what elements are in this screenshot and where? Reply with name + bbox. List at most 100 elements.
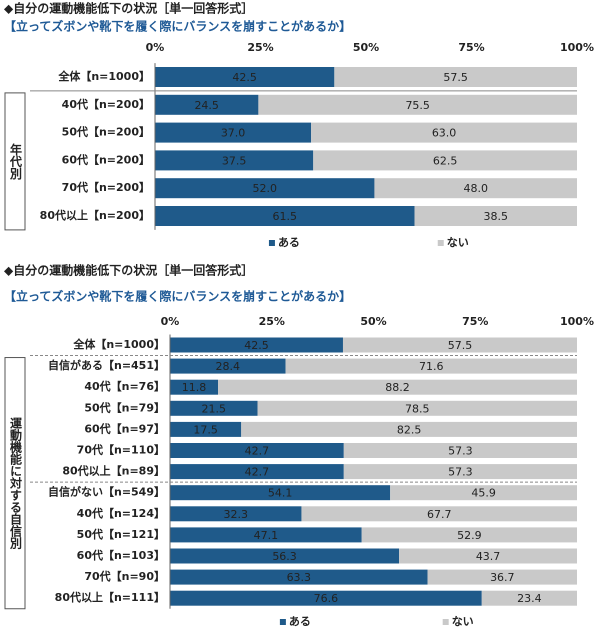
- data-label: 71.6: [419, 360, 444, 373]
- bar-segment: [155, 67, 335, 87]
- legend-label: ある: [278, 236, 300, 249]
- data-label: 42.5: [232, 71, 257, 84]
- x-tick-label: 75%: [462, 315, 488, 328]
- data-label: 88.2: [385, 381, 410, 394]
- bar-segment: [257, 400, 577, 416]
- data-label: 62.5: [433, 154, 458, 167]
- data-label: 57.3: [448, 466, 473, 479]
- category-label: 全体【n=1000】: [57, 69, 150, 83]
- bar-segment: [155, 150, 314, 171]
- category-label: 全体【n=1000】: [72, 337, 165, 351]
- bar-segment: [343, 464, 577, 480]
- legend-swatch: [268, 240, 275, 246]
- legend-label: ない: [452, 615, 474, 628]
- bar-segment: [241, 421, 577, 437]
- bar-segment: [170, 421, 242, 437]
- category-label: 80代以上【n=89】: [62, 464, 165, 478]
- data-label: 43.7: [476, 550, 501, 563]
- category-label: 70代【n=110】: [77, 443, 165, 457]
- bar-segment: [170, 569, 428, 585]
- chart-subtitle: 【立ってズボンや靴下を履く際にバランスを崩すことがあるか】: [4, 19, 351, 34]
- category-label: 自信がある【n=451】: [48, 358, 165, 372]
- group-box: [4, 357, 26, 610]
- data-label: 61.5: [273, 210, 298, 223]
- legend-swatch: [279, 619, 286, 625]
- data-label: 24.5: [194, 99, 219, 112]
- bar-segment: [155, 178, 375, 199]
- data-label: 38.5: [484, 210, 509, 223]
- bar-segment: [170, 358, 286, 374]
- data-label: 37.0: [221, 127, 246, 140]
- category-label: 60代【n=200】: [62, 152, 150, 166]
- category-label: 60代【n=103】: [77, 548, 165, 562]
- bar-segment: [170, 506, 302, 522]
- data-label: 54.1: [268, 487, 293, 500]
- data-label: 36.7: [490, 571, 515, 584]
- bar-segment: [155, 206, 415, 226]
- x-tick-label: 75%: [458, 41, 484, 54]
- legend-swatch: [442, 619, 449, 625]
- bar-segment: [481, 590, 577, 606]
- bar-segment: [399, 548, 577, 564]
- category-label: 70代【n=90】: [84, 569, 165, 583]
- bar-segment: [334, 67, 577, 87]
- chart-title: ◆自分の運動機能低下の状況［単一回答形式］: [4, 263, 253, 278]
- bar-segment: [170, 527, 362, 543]
- bar-segment: [343, 443, 577, 458]
- x-tick-label: 50%: [353, 41, 379, 54]
- data-label: 42.5: [244, 339, 269, 352]
- data-label: 57.3: [448, 445, 473, 458]
- bar-segment: [170, 485, 391, 501]
- data-label: 76.6: [314, 592, 339, 605]
- category-label: 50代【n=200】: [62, 125, 150, 139]
- group-label: 年代別: [9, 142, 23, 180]
- bar-segment: [170, 464, 344, 480]
- bar-segment: [427, 569, 577, 585]
- category-label: 80代以上【n=200】: [40, 208, 150, 222]
- category-label: 40代【n=76】: [84, 379, 165, 393]
- category-label: 自信がない【n=549】: [48, 485, 165, 499]
- data-label: 57.5: [443, 71, 468, 84]
- x-tick-label: 25%: [247, 41, 273, 54]
- bar-segment: [313, 150, 577, 171]
- bar-segment: [258, 94, 577, 115]
- x-tick-label: 25%: [259, 315, 285, 328]
- data-label: 47.1: [254, 529, 279, 542]
- group-label: 運動機能に対する自信別: [9, 417, 23, 550]
- data-label: 17.5: [193, 423, 218, 436]
- bar-segment: [414, 206, 577, 226]
- data-label: 23.4: [517, 592, 542, 605]
- data-label: 67.7: [427, 508, 452, 521]
- category-label: 40代【n=124】: [77, 506, 165, 520]
- bar-segment: [155, 94, 259, 115]
- bar-segment: [390, 485, 577, 501]
- bar-segment: [361, 527, 577, 543]
- category-label: 50代【n=121】: [77, 527, 165, 541]
- data-label: 63.3: [287, 571, 312, 584]
- category-label: 80代以上【n=111】: [55, 590, 165, 604]
- bar-segment: [170, 400, 258, 416]
- bar-segment: [170, 548, 400, 564]
- bar-segment: [311, 122, 577, 143]
- data-label: 75.5: [405, 99, 430, 112]
- bar-segment: [170, 590, 482, 606]
- bar-segment: [170, 379, 219, 395]
- x-tick-label: 50%: [360, 315, 386, 328]
- bar-segment: [374, 178, 577, 199]
- data-label: 48.0: [463, 182, 488, 195]
- category-label: 50代【n=79】: [84, 400, 165, 414]
- bar-segment: [218, 379, 577, 395]
- category-label: 60代【n=97】: [84, 421, 165, 435]
- legend-label: ない: [447, 236, 469, 249]
- chart-subtitle: 【立ってズボンや靴下を履く際にバランスを崩すことがあるか】: [4, 289, 351, 304]
- legend-swatch: [437, 240, 444, 246]
- bar-segment: [170, 337, 343, 353]
- data-label: 52.9: [457, 529, 482, 542]
- category-label: 40代【n=200】: [62, 97, 150, 111]
- data-label: 11.8: [182, 381, 207, 394]
- bar-segment: [301, 506, 577, 522]
- data-label: 63.0: [432, 127, 457, 140]
- data-label: 56.3: [272, 550, 297, 563]
- legend-label: ある: [289, 615, 311, 628]
